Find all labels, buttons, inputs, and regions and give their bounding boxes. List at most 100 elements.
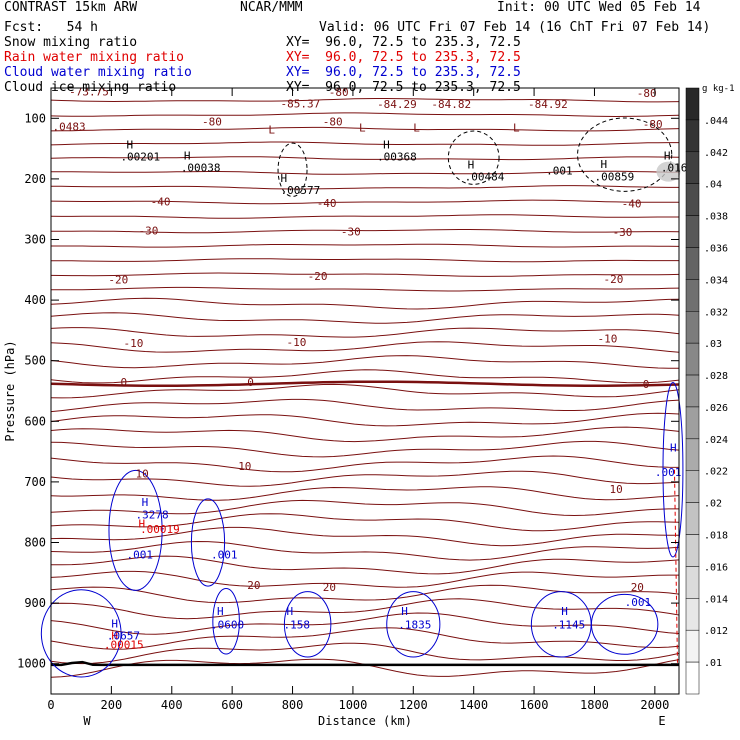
y-tick-label: 200 (24, 172, 46, 186)
temperature-label: -80 (329, 86, 349, 99)
temperature-label: 20 (631, 581, 644, 594)
temperature-label: 0 (643, 378, 650, 391)
colorbar-cell (685, 151, 700, 184)
cloud-water-contour (190, 498, 226, 587)
temperature-label: 10 (610, 483, 623, 496)
colorbar-tick-label: .012 (704, 626, 728, 637)
colorbar-cell (685, 502, 700, 535)
extremum-label: H (664, 150, 671, 163)
cloud-water-label: .001 (625, 596, 652, 609)
field-label-rain: Rain water mixing ratio (4, 50, 185, 65)
temperature-label: -84.82 (431, 98, 471, 111)
temperature-label: -80 (643, 118, 663, 131)
temperature-label: -20 (108, 274, 128, 287)
temperature-contour (50, 272, 680, 277)
chart-center: NCAR/MMM (240, 0, 303, 15)
snow-label: .00859 (594, 171, 634, 184)
colorbar-tick-label: .014 (704, 594, 728, 605)
colorbar-cell (685, 374, 700, 408)
x-tick-label: 800 (282, 698, 304, 712)
temperature-contour (50, 540, 680, 561)
temperature-contour (50, 440, 680, 458)
y-axis-label: Pressure (hPa) (3, 340, 17, 441)
colorbar-tick-label: .034 (704, 275, 728, 286)
temperature-contour (50, 355, 680, 369)
temperature-label: 20 (247, 579, 260, 592)
cloud-water-label: .3278 (136, 508, 169, 521)
y-tick-label: 300 (24, 233, 46, 247)
chart-title: CONTRAST 15km ARW (4, 0, 138, 15)
colorbar-tick-label: .028 (704, 371, 728, 382)
x-tick-label: 400 (161, 698, 183, 712)
y-tick-label: 600 (24, 414, 46, 428)
y-tick-label: 1000 (17, 657, 46, 671)
temperature-label: -85.37 (280, 97, 320, 110)
temperature-contour (50, 185, 679, 190)
temperature-label: -20 (308, 270, 328, 283)
field-label-cloud-water: Cloud water mixing ratio (4, 65, 192, 80)
temperature-contour (50, 584, 680, 604)
temperature-contour (50, 486, 680, 501)
temperature-contour (50, 341, 680, 353)
extremum-label: H (468, 159, 475, 172)
snow-label: .016 (661, 162, 688, 175)
colorbar-cell (685, 661, 700, 695)
temperature-contour (50, 526, 679, 547)
temperature-contour (50, 555, 680, 575)
x-end-label-west: W (83, 714, 91, 728)
snow-label: .001 (546, 165, 573, 178)
colorbar-cell (685, 183, 700, 216)
temperature-label: -10 (597, 333, 617, 346)
x-tick-label: 600 (221, 698, 243, 712)
temperature-contour (50, 470, 680, 487)
colorbar-cell (685, 629, 700, 663)
cloud-water-label: .158 (283, 619, 310, 632)
extremum-label: L (413, 122, 420, 135)
init-time: Init: 00 UTC Wed 05 Feb 14 (497, 0, 701, 15)
colorbar-tick-label: .022 (704, 467, 728, 478)
cloud-water-label: .0657 (107, 629, 140, 642)
temperature-label: -84.29 (377, 98, 417, 111)
temperature-label: 0 (247, 376, 254, 389)
temperature-label: -30 (613, 226, 633, 239)
extremum-label: H (601, 158, 608, 171)
temperature-label: -30 (341, 225, 361, 238)
temperature-contour (50, 499, 679, 517)
snow-label: .00577 (280, 184, 320, 197)
temperature-contour (50, 214, 679, 219)
temperature-contour (51, 170, 680, 175)
x-end-label-east: E (658, 714, 665, 728)
cloud-water-contour (590, 593, 659, 655)
temperature-contour (51, 286, 680, 292)
extremum-label: H (126, 139, 133, 152)
temperature-label: 0 (120, 376, 127, 389)
snow-contour (577, 117, 673, 192)
cloud-water-label: H (111, 617, 118, 630)
snow-label: .00038 (181, 162, 221, 175)
extremum-label: H (383, 139, 390, 152)
temperature-contour (50, 658, 680, 678)
cloud-ice-shade (656, 161, 681, 182)
colorbar-cell (685, 438, 700, 471)
colorbar-tick-label: .026 (704, 403, 728, 414)
temperature-contour (50, 112, 680, 118)
cloud-water-label: H (401, 605, 408, 618)
snow-label: .00201 (120, 151, 160, 164)
temperature-contour (50, 327, 680, 338)
cloud-water-label: .001 (655, 466, 682, 479)
y-tick-label: 400 (24, 293, 46, 307)
colorbar-tick-label: .042 (704, 148, 728, 159)
temperature-contour (50, 513, 680, 532)
y-tick-label: 900 (24, 596, 46, 610)
temperature-contour (50, 570, 679, 588)
rain-label: .00019 (140, 523, 180, 536)
x-tick-label: 1800 (580, 698, 609, 712)
field-label-snow: Snow mixing ratio (4, 35, 138, 50)
colorbar-cell (685, 598, 700, 631)
temperature-label: -20 (604, 273, 624, 286)
terrain-line (51, 660, 679, 667)
cloud-water-contour (283, 591, 332, 658)
x-tick-label: 1200 (399, 698, 428, 712)
temperature-label: 10 (136, 468, 149, 481)
